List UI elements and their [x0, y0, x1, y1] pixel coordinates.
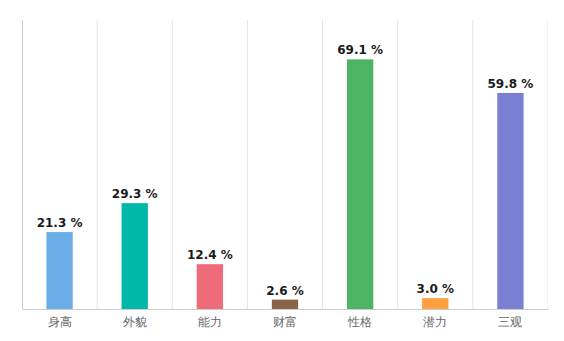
- bar: [197, 264, 223, 309]
- x-axis-line: [23, 309, 549, 310]
- x-tick: 潜力: [423, 309, 447, 329]
- plot-area: 身高 外貌 能力 财富 性格 潜力 三观 21.3 % 29.3 % 12.4 % 2.6 % 69.…: [23, 20, 549, 329]
- bar: [122, 203, 148, 309]
- separator: [548, 20, 549, 309]
- x-tick: 财富: [273, 309, 297, 329]
- marks: [46, 20, 548, 309]
- bar: [46, 232, 72, 309]
- data-label: 3.0 %: [417, 282, 454, 296]
- x-tick: 性格: [347, 309, 372, 329]
- separator: [472, 20, 473, 309]
- separator: [322, 20, 323, 309]
- x-tick-label: 外貌: [123, 315, 147, 329]
- x-tick: 三观: [498, 309, 522, 329]
- x-tick-label: 性格: [347, 315, 372, 329]
- x-tick: 外貌: [123, 309, 147, 329]
- data-label: 2.6 %: [266, 284, 303, 298]
- x-tick-label: 潜力: [423, 315, 447, 329]
- bar: [347, 59, 373, 309]
- separator: [172, 20, 173, 309]
- data-label: 69.1 %: [337, 43, 383, 57]
- chart: 身高 外貌 能力 财富 性格 潜力 三观 21.3 % 29.3 % 12.4 % 2.6 % 69.…: [0, 0, 564, 341]
- x-tick-label: 身高: [48, 315, 72, 329]
- data-label: 21.3 %: [37, 216, 83, 230]
- y-axis: [22, 21, 23, 310]
- separator: [97, 20, 98, 309]
- x-tick-label: 能力: [198, 315, 222, 329]
- x-tick: 能力: [198, 309, 222, 329]
- separator: [397, 20, 398, 309]
- x-tick-label: 三观: [498, 315, 522, 329]
- data-label: 12.4 %: [187, 248, 233, 262]
- x-axis: 身高 外貌 能力 财富 性格 潜力 三观: [23, 309, 549, 329]
- bar: [497, 93, 523, 309]
- separator: [247, 20, 248, 309]
- data-label: 29.3 %: [112, 187, 158, 201]
- y-axis-line: [22, 21, 23, 310]
- data-labels: 21.3 % 29.3 % 12.4 % 2.6 % 69.1 % 3.0 % 59.8 %: [37, 43, 534, 297]
- bar: [422, 298, 448, 309]
- bar: [272, 300, 298, 309]
- data-label: 59.8 %: [488, 77, 534, 91]
- x-tick: 身高: [48, 309, 72, 329]
- x-tick-label: 财富: [273, 315, 297, 329]
